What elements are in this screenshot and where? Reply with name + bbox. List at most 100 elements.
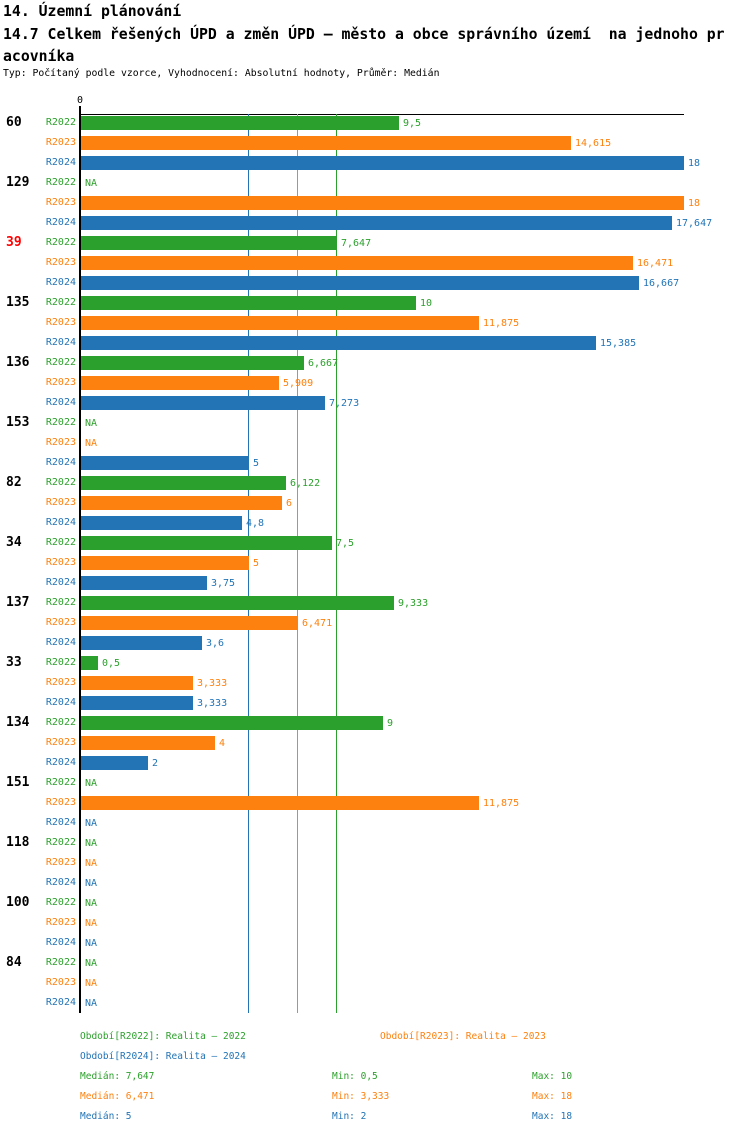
series-row-label: R2022 [45,837,76,848]
series-row-label: R2024 [45,457,76,468]
series-row-label: R2024 [45,877,76,888]
value-bar-r2022 [81,296,416,310]
stat-median: Medián: 6,471 [80,1091,155,1102]
group-id-label: 60 [6,115,22,130]
series-row-label: R2023 [45,977,76,988]
bar-value-label: 6,122 [290,478,321,489]
series-row-label: R2022 [45,477,76,488]
value-bar-r2023 [81,256,633,270]
series-row-label: R2024 [45,997,76,1008]
series-row-label: R2023 [45,137,76,148]
series-row-label: R2023 [45,737,76,748]
report-title: 14. Územní plánování [3,3,182,20]
bar-value-label: 6 [286,498,293,509]
stat-max: Max: 10 [532,1071,573,1082]
series-row-label: R2024 [45,277,76,288]
series-row-label: R2024 [45,937,76,948]
value-bar-r2022 [81,716,383,730]
bar-value-label: 16,471 [637,258,674,269]
series-row-label: R2022 [45,717,76,728]
group-id-label: 135 [6,295,30,310]
bar-value-label: 7,5 [336,538,355,549]
group-id-label: 129 [6,175,30,190]
series-row-label: R2022 [45,957,76,968]
series-row-label: R2024 [45,757,76,768]
series-row-label: R2023 [45,557,76,568]
stat-min: Min: 3,333 [332,1091,390,1102]
value-bar-r2022 [81,536,332,550]
series-row-label: R2022 [45,417,76,428]
group-id-label: 118 [6,835,30,850]
series-row-label: R2023 [45,497,76,508]
stat-max: Max: 18 [532,1111,573,1122]
value-bar-r2022 [81,356,304,370]
group-id-label: 137 [6,595,30,610]
value-bar-r2022 [81,476,286,490]
value-bar-r2023 [81,376,279,390]
legend-item: Období[R2024]: Realita – 2024 [80,1051,246,1062]
value-bar-r2023 [81,496,282,510]
na-label: NA [85,838,98,849]
series-row-label: R2022 [45,657,76,668]
value-bar-r2024 [81,396,325,410]
group-id-label: 136 [6,355,30,370]
group-id-label: 84 [6,955,22,970]
bar-value-label: 5,909 [283,378,314,389]
na-label: NA [85,178,98,189]
bar-value-label: 4 [219,738,226,749]
bar-value-label: 11,875 [483,798,520,809]
bar-value-label: 3,75 [211,578,236,589]
bar-value-label: 18 [688,198,701,209]
value-bar-r2022 [81,596,394,610]
value-bar-r2024 [81,516,242,530]
value-bar-r2022 [81,236,337,250]
stat-min: Min: 2 [332,1111,367,1122]
report-meta: Typ: Počítaný podle vzorce, Vyhodnocení:… [3,68,440,79]
na-label: NA [85,918,98,929]
na-label: NA [85,938,98,949]
series-row-label: R2024 [45,217,76,228]
bar-value-label: 18 [688,158,701,169]
series-row-label: R2024 [45,577,76,588]
value-bar-r2024 [81,636,202,650]
value-bar-r2024 [81,696,193,710]
bar-value-label: 10 [420,298,433,309]
x-axis-line [80,114,684,115]
bar-value-label: 9,333 [398,598,429,609]
na-label: NA [85,858,98,869]
group-id-label: 151 [6,775,30,790]
bar-value-label: 16,667 [643,278,680,289]
median-line-r2022 [336,114,338,1013]
bar-value-label: 15,385 [600,338,637,349]
series-row-label: R2024 [45,697,76,708]
value-bar-r2024 [81,156,684,170]
bar-value-label: 5 [253,458,260,469]
value-bar-r2023 [81,136,571,150]
series-row-label: R2023 [45,197,76,208]
stat-max: Max: 18 [532,1091,573,1102]
series-row-label: R2023 [45,317,76,328]
bar-value-label: 7,647 [341,238,372,249]
series-row-label: R2023 [45,617,76,628]
bar-value-label: 3,333 [197,698,228,709]
group-id-label: 33 [6,655,22,670]
na-label: NA [85,978,98,989]
series-row-label: R2022 [45,897,76,908]
series-row-label: R2024 [45,337,76,348]
series-row-label: R2023 [45,377,76,388]
na-label: NA [85,438,98,449]
value-bar-r2023 [81,316,479,330]
value-bar-r2022 [81,116,399,130]
bar-value-label: 17,647 [676,218,713,229]
report-subtitle: 14.7 Celkem řešených ÚPD a změn ÚPD – mě… [3,26,725,65]
group-id-label: 39 [6,235,22,250]
value-bar-r2024 [81,216,672,230]
value-bar-r2023 [81,796,479,810]
bar-value-label: 14,615 [575,138,612,149]
series-row-label: R2023 [45,677,76,688]
series-row-label: R2024 [45,517,76,528]
series-row-label: R2022 [45,237,76,248]
axis-zero-label: 0 [76,95,84,106]
